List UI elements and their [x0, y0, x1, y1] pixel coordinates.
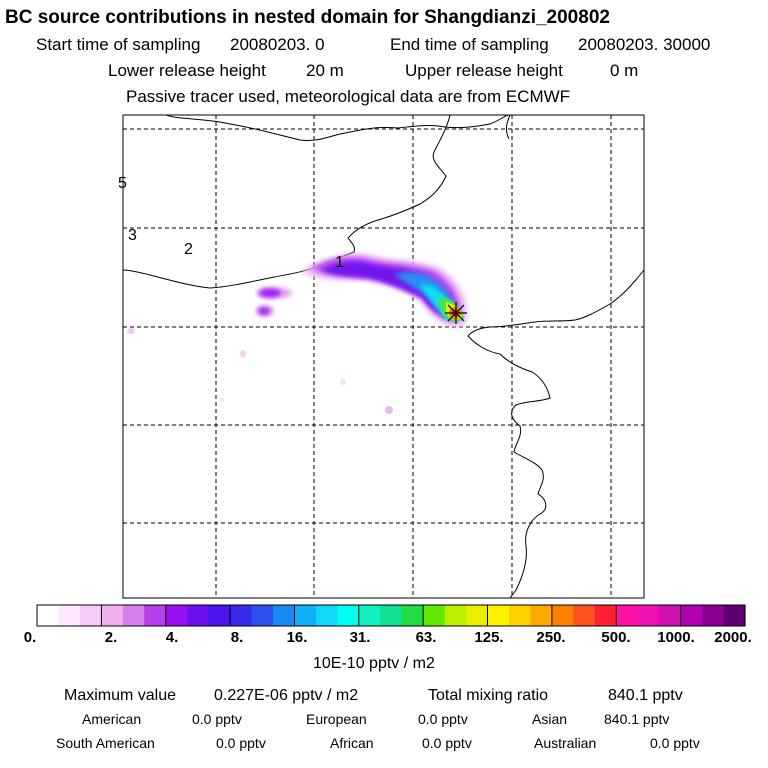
- legend-tick-label: 1000.: [657, 629, 695, 646]
- legend-swatch: [530, 605, 553, 626]
- lower-release-label: Lower release height: [108, 61, 266, 80]
- legend-tick-label: 2000.: [714, 629, 752, 646]
- color-legend-bar: [37, 605, 746, 626]
- legend-swatch: [637, 605, 660, 626]
- total-mixing-label: Total mixing ratio: [428, 687, 549, 704]
- legend-swatch: [101, 605, 124, 626]
- legend-tick-label: 16.: [286, 629, 308, 646]
- max-value-label: Maximum value: [64, 687, 177, 704]
- contour-label-5: 5: [118, 175, 127, 192]
- legend-tick-label: 500.: [601, 629, 631, 646]
- start-time-value: 20080203. 0: [230, 35, 325, 54]
- australian-label: Australian: [534, 735, 597, 751]
- legend-swatch: [79, 605, 102, 626]
- start-time-label: Start time of sampling: [36, 35, 201, 54]
- total-mixing-value: 840.1 pptv: [608, 687, 683, 704]
- asian-value: 840.1 pptv: [604, 711, 670, 727]
- contour-label-2: 2: [184, 241, 193, 258]
- legend-tick-label: 125.: [474, 629, 504, 646]
- legend-swatch: [58, 605, 81, 626]
- legend-swatch: [37, 605, 60, 626]
- legend-tick-label: 8.: [230, 629, 244, 646]
- legend-swatch: [680, 605, 703, 626]
- australian-value: 0.0 pptv: [650, 735, 700, 751]
- legend-swatch: [337, 605, 360, 626]
- legend-swatch: [230, 605, 253, 626]
- color-legend-border: [36, 604, 746, 627]
- legend-swatch: [444, 605, 467, 626]
- asian-label: Asian: [532, 711, 568, 727]
- legend-swatch: [187, 605, 210, 626]
- upper-release-value: 0 m: [610, 61, 639, 80]
- legend-tick-label: 0.: [23, 629, 37, 646]
- legend-swatch: [358, 605, 381, 626]
- legend-swatch: [423, 605, 446, 626]
- legend-swatch: [509, 605, 532, 626]
- map-content: [123, 115, 644, 598]
- legend-swatch: [122, 605, 145, 626]
- contour-label-1: 1: [335, 254, 344, 271]
- legend-tick-label: 31.: [349, 629, 371, 646]
- end-time-value: 20080203. 30000: [578, 35, 711, 54]
- graticule: [123, 115, 644, 598]
- legend-swatch: [251, 605, 274, 626]
- legend-swatch: [487, 605, 510, 626]
- american-label: American: [82, 711, 142, 727]
- legend-swatch: [551, 605, 574, 626]
- map-frame: [122, 114, 645, 599]
- legend-swatch: [144, 605, 167, 626]
- lower-release-value: 20 m: [306, 61, 344, 80]
- coastlines: [123, 115, 644, 598]
- tracer-note: Passive tracer used, meteorological data…: [126, 87, 571, 106]
- legend-swatch: [573, 605, 596, 626]
- legend-swatch: [401, 605, 424, 626]
- legend-swatch: [294, 605, 317, 626]
- legend-swatch: [616, 605, 639, 626]
- legend-swatch: [273, 605, 296, 626]
- receptor-star-icon: [445, 302, 467, 324]
- end-time-label: End time of sampling: [390, 35, 549, 54]
- legend-swatch: [466, 605, 489, 626]
- south-american-label: South American: [56, 735, 155, 751]
- legend-tick-label: 4.: [165, 629, 179, 646]
- legend-swatch: [594, 605, 617, 626]
- south-american-value: 0.0 pptv: [216, 735, 266, 751]
- upper-release-label: Upper release height: [405, 61, 563, 80]
- european-value: 0.0 pptv: [418, 711, 468, 727]
- legend-swatch: [659, 605, 682, 626]
- legend-swatch: [208, 605, 231, 626]
- legend-tick-label: 250.: [536, 629, 566, 646]
- legend-swatch: [380, 605, 403, 626]
- legend-tick-label: 2.: [104, 629, 118, 646]
- legend-swatch: [723, 605, 746, 626]
- plot-title: BC source contributions in nested domain…: [5, 7, 610, 28]
- legend-swatch: [702, 605, 725, 626]
- legend-swatch: [315, 605, 338, 626]
- legend-unit: 10E-10 pptv / m2: [313, 655, 435, 672]
- american-value: 0.0 pptv: [192, 711, 242, 727]
- legend-tick-label: 63.: [415, 629, 437, 646]
- african-label: African: [330, 735, 374, 751]
- contour-label-3: 3: [128, 227, 137, 244]
- max-value: 0.227E-06 pptv / m2: [214, 687, 359, 704]
- european-label: European: [306, 711, 367, 727]
- african-value: 0.0 pptv: [422, 735, 472, 751]
- legend-swatch: [165, 605, 188, 626]
- color-legend-ticks: [100, 605, 682, 626]
- emission-plume: [127, 253, 467, 414]
